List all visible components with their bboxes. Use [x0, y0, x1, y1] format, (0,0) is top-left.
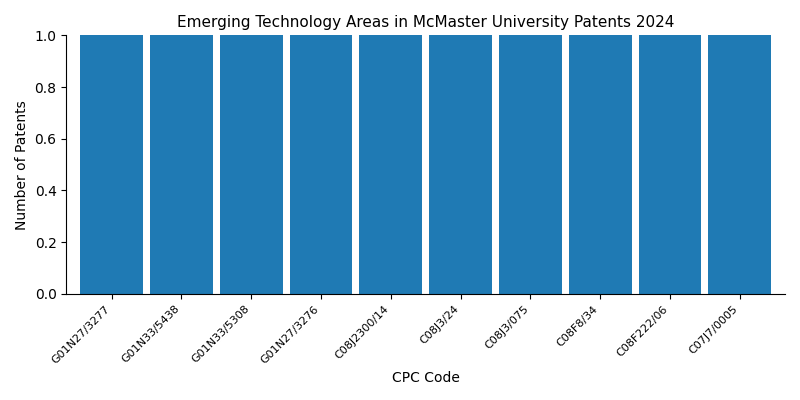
Y-axis label: Number of Patents: Number of Patents — [15, 100, 29, 230]
Bar — [429, 35, 492, 294]
Bar — [290, 35, 352, 294]
Bar — [359, 35, 422, 294]
Title: Emerging Technology Areas in McMaster University Patents 2024: Emerging Technology Areas in McMaster Un… — [177, 15, 674, 30]
Bar — [150, 35, 213, 294]
Bar — [80, 35, 143, 294]
Bar — [220, 35, 282, 294]
Bar — [499, 35, 562, 294]
Bar — [708, 35, 771, 294]
X-axis label: CPC Code: CPC Code — [392, 371, 459, 385]
Bar — [569, 35, 631, 294]
Bar — [638, 35, 702, 294]
